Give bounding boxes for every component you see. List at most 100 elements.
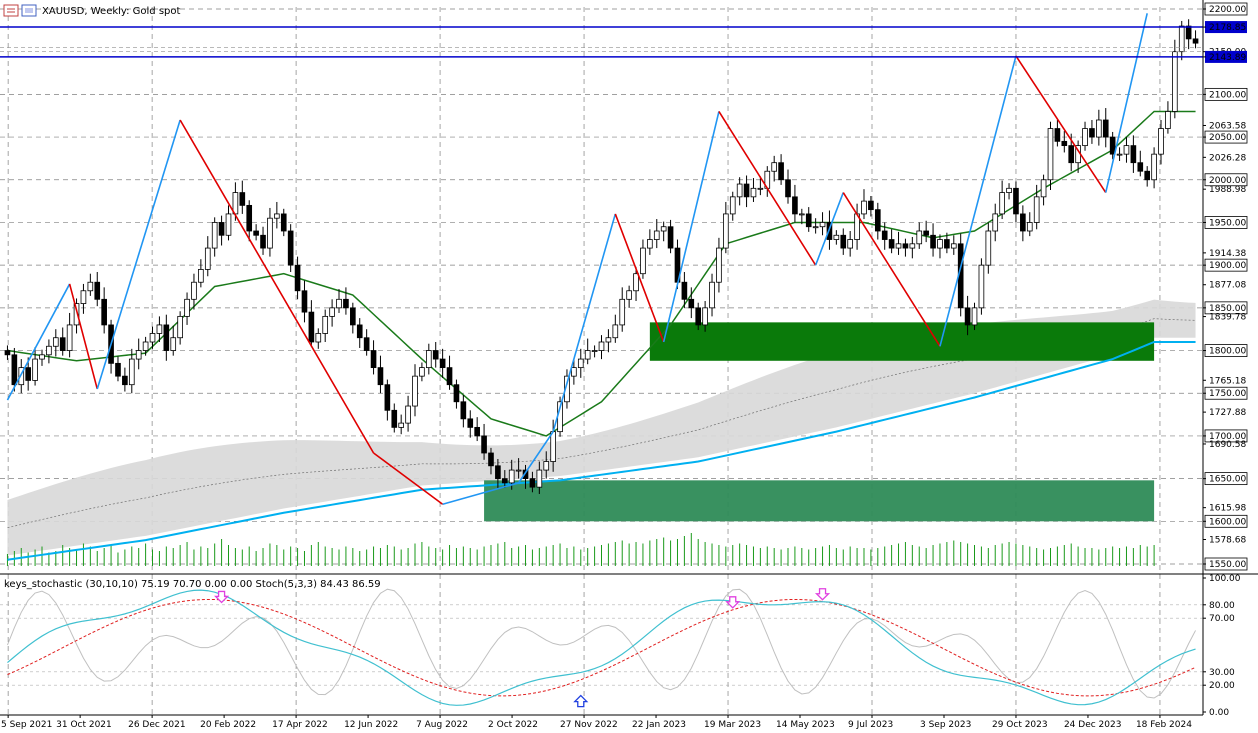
indicator-label: 0.00 (1209, 708, 1229, 718)
candle-body (101, 298, 107, 326)
candle-body (66, 324, 73, 351)
indicator-label: 20.00 (1209, 681, 1235, 691)
price-label-highlight (1205, 50, 1247, 63)
candle-body (1096, 119, 1102, 138)
title-bar: XAUUSD, Weekly: Gold spot (3, 4, 180, 17)
time-label: 27 Nov 2022 (560, 720, 618, 730)
indicator-label: 100.00 (1209, 574, 1241, 584)
candle-body (287, 230, 294, 266)
candle-body (253, 230, 259, 236)
candle-body (80, 290, 87, 304)
candle-body (391, 409, 398, 428)
indicator-title: keys_stochastic (30,10,10) 75.19 70.70 0… (4, 579, 381, 590)
zigzag-segment (442, 482, 519, 506)
candle-body (536, 469, 543, 488)
candle-body (184, 298, 190, 317)
price-label: 1850.00 (1209, 304, 1246, 314)
candle-body (930, 234, 936, 249)
candle-body (419, 367, 425, 377)
price-label: 2178.85 (1209, 23, 1246, 33)
candle-body (260, 234, 266, 249)
candle-body (274, 213, 280, 219)
candle-body (612, 324, 619, 339)
sell-arrow-icon (214, 590, 230, 604)
candle-body (681, 281, 688, 300)
candle-body (805, 213, 812, 228)
candle-body (508, 469, 515, 484)
candle-body (633, 273, 639, 292)
zigzag-segment (718, 111, 817, 266)
candle-body (1068, 145, 1075, 164)
candle-body (501, 478, 508, 484)
candle-body (1185, 25, 1192, 40)
candle-body (453, 384, 460, 403)
candle-body (529, 478, 536, 488)
time-label: 7 Aug 2022 (416, 720, 468, 730)
candle-body (204, 247, 211, 270)
stochastic-panel (0, 573, 1258, 708)
candle-body (584, 350, 591, 360)
candle-body (377, 367, 384, 386)
candle-body (363, 337, 370, 351)
candle-body (688, 298, 695, 309)
candle-body (999, 192, 1005, 215)
candle-body (598, 341, 605, 351)
candle-body (778, 162, 784, 181)
time-label: 5 Sep 2021 (1, 720, 52, 730)
candle-body (481, 435, 487, 454)
sell-arrow-icon (814, 588, 831, 601)
demand-zone (484, 480, 1155, 522)
candle-body (619, 298, 626, 326)
price-label: 2100.00 (1209, 90, 1246, 100)
candle-body (370, 350, 377, 369)
zigzag-segment (939, 55, 1017, 347)
candle-body (1144, 170, 1151, 181)
candle-body (1151, 153, 1157, 181)
candle-body (32, 358, 38, 381)
candle-body (25, 367, 31, 381)
price-label: 1700.00 (1209, 432, 1246, 442)
price-label: 1839.78 (1209, 313, 1246, 323)
candle-body (87, 281, 94, 292)
candle-body (653, 230, 660, 240)
candle-body (888, 239, 895, 249)
price-label: 1900.00 (1209, 261, 1246, 271)
chart-type-icon[interactable] (3, 4, 19, 17)
candle-body (142, 341, 149, 351)
candle-body (301, 290, 308, 313)
price-label: 1877.08 (1209, 281, 1246, 291)
candle-body (1082, 128, 1088, 147)
candle-body (488, 452, 494, 467)
time-label: 22 Jan 2023 (632, 720, 686, 730)
candle-body (336, 298, 342, 309)
stoch-signal-line (7, 598, 1196, 697)
price-label: 2200.00 (1209, 5, 1246, 15)
candle-body (771, 162, 778, 172)
zigzag-segment (96, 119, 181, 390)
candle-body (39, 354, 45, 360)
candle-body (315, 333, 322, 343)
horizontal-lines[interactable] (0, 26, 1203, 58)
candle-body (446, 367, 453, 386)
candle-body (1047, 128, 1054, 181)
candle-body (1165, 111, 1171, 129)
candle-body (1054, 128, 1061, 142)
zigzag-segment (814, 192, 845, 266)
candle-body (709, 281, 715, 309)
candle-body (1102, 119, 1109, 138)
candle-body (522, 469, 529, 480)
candle-body (384, 384, 391, 411)
candle-body (750, 187, 757, 198)
buy-arrow-icon (573, 694, 589, 708)
candle-body (128, 358, 135, 386)
candle-body (135, 350, 142, 360)
candle-body (985, 230, 992, 266)
candle-body (156, 324, 163, 334)
candle-body (895, 243, 902, 249)
candle-body (702, 307, 708, 326)
zigzag-segment (842, 192, 941, 347)
candle-body (840, 234, 847, 249)
candle-body (149, 333, 156, 343)
